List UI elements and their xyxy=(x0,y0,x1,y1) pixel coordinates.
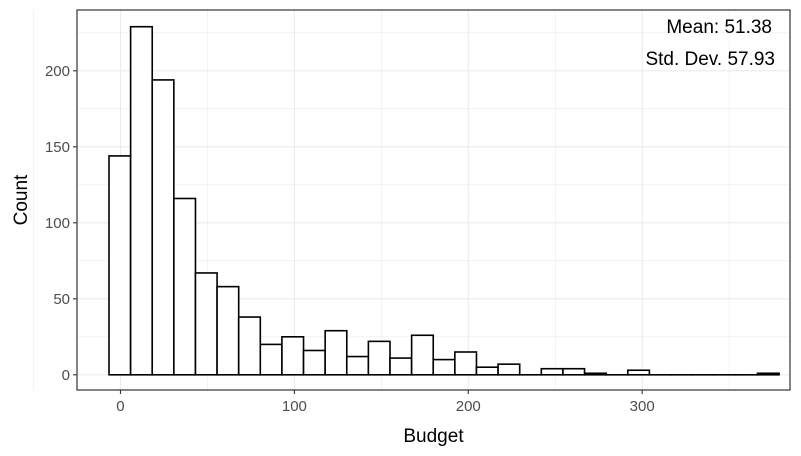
histogram-bar xyxy=(562,367,586,376)
histogram-bar xyxy=(173,197,197,376)
histogram-bars xyxy=(108,25,780,376)
histogram-bar xyxy=(345,355,370,376)
y-tick-label: 50 xyxy=(53,291,70,308)
y-tick-label: 150 xyxy=(45,139,70,156)
histogram-bar xyxy=(626,369,651,376)
histogram-bar xyxy=(129,25,154,376)
histogram-bar xyxy=(389,357,413,376)
histogram-bar xyxy=(432,358,456,376)
x-tick-label: 300 xyxy=(630,398,655,415)
panel-border xyxy=(76,9,791,391)
y-axis-title: Count xyxy=(11,174,32,225)
x-tick-label: 100 xyxy=(282,398,307,415)
y-tick-label: 200 xyxy=(45,63,70,80)
x-axis-title: Budget xyxy=(403,426,464,447)
axis-ticks: 0 100 200 300 0 50 100 150 200 xyxy=(45,63,655,415)
histogram-bar xyxy=(475,366,499,376)
histogram-bar xyxy=(281,335,305,376)
histogram-bar xyxy=(151,79,175,376)
histogram-bar xyxy=(497,363,521,376)
mean-annotation: Mean: 51.38 xyxy=(666,17,772,38)
histogram-bar xyxy=(237,316,262,376)
y-tick-label: 0 xyxy=(62,367,70,384)
histogram-bar xyxy=(583,372,607,376)
histogram-bar xyxy=(108,155,132,376)
x-tick-label: 0 xyxy=(116,398,124,415)
histogram-bar xyxy=(367,340,391,376)
histogram-bar xyxy=(302,349,326,376)
histogram-bar xyxy=(756,372,780,376)
histogram-bar xyxy=(259,343,283,376)
histogram-bar xyxy=(454,351,478,376)
histogram-bar xyxy=(540,367,564,376)
histogram-bar xyxy=(216,285,240,376)
y-tick-label: 100 xyxy=(45,215,70,232)
histogram-bar xyxy=(194,272,218,376)
x-tick-label: 200 xyxy=(456,398,481,415)
std-dev-annotation: Std. Dev. 57.93 xyxy=(645,49,775,70)
histogram-bar xyxy=(410,334,435,376)
histogram-bar xyxy=(324,329,348,376)
grid-major xyxy=(77,10,790,390)
